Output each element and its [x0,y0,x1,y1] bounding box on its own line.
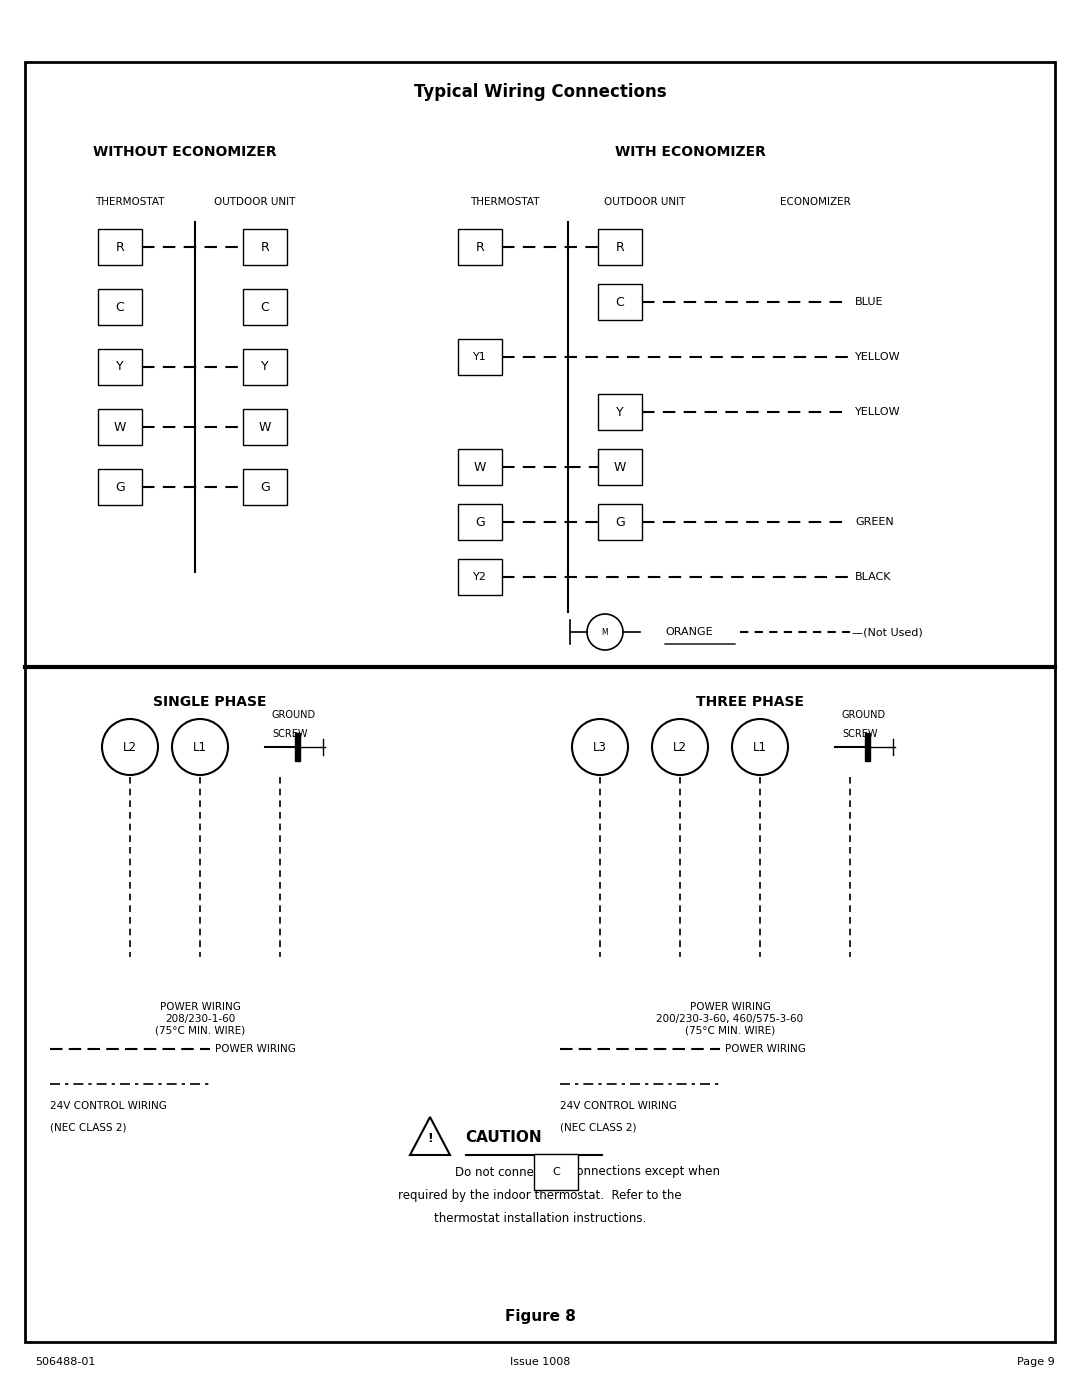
Text: 24V CONTROL WIRING: 24V CONTROL WIRING [50,1101,167,1111]
Text: ECONOMIZER: ECONOMIZER [780,197,850,207]
Text: CAUTION: CAUTION [465,1130,542,1144]
Text: G: G [475,515,485,528]
Text: WITH ECONOMIZER: WITH ECONOMIZER [615,145,766,159]
Text: Y1: Y1 [473,352,487,362]
Text: R: R [260,240,269,253]
Text: C: C [260,300,269,313]
FancyBboxPatch shape [98,229,141,265]
Text: required by the indoor thermostat.  Refer to the: required by the indoor thermostat. Refer… [399,1189,681,1201]
FancyBboxPatch shape [243,469,287,504]
FancyBboxPatch shape [598,448,642,485]
FancyBboxPatch shape [295,733,300,761]
Text: G: G [260,481,270,493]
Text: W: W [259,420,271,433]
FancyBboxPatch shape [25,61,1055,1343]
Text: —(Not Used): —(Not Used) [852,627,922,637]
Text: SCREW: SCREW [272,729,308,739]
FancyBboxPatch shape [598,229,642,265]
Text: Y: Y [117,360,124,373]
Text: Y: Y [617,405,624,419]
Text: M: M [602,627,608,637]
Text: POWER WIRING: POWER WIRING [215,1044,296,1053]
Text: THREE PHASE: THREE PHASE [696,694,804,710]
Text: L2: L2 [123,740,137,753]
FancyBboxPatch shape [458,448,502,485]
Text: GROUND: GROUND [842,710,886,719]
Text: THERMOSTAT: THERMOSTAT [95,197,165,207]
Text: POWER WIRING: POWER WIRING [725,1044,806,1053]
Text: 506488-01: 506488-01 [35,1356,95,1368]
Text: W: W [113,420,126,433]
Text: G: G [116,481,125,493]
FancyBboxPatch shape [98,349,141,386]
Text: ORANGE: ORANGE [665,627,713,637]
Text: W: W [613,461,626,474]
Text: connections except when: connections except when [570,1165,720,1179]
Text: L1: L1 [753,740,767,753]
Text: GROUND: GROUND [272,710,316,719]
Text: C: C [616,296,624,309]
Text: thermostat installation instructions.: thermostat installation instructions. [434,1213,646,1225]
Text: BLUE: BLUE [855,298,883,307]
Text: (NEC CLASS 2): (NEC CLASS 2) [50,1123,126,1133]
FancyBboxPatch shape [243,409,287,446]
Text: R: R [475,240,484,253]
Text: Figure 8: Figure 8 [504,1309,576,1324]
Text: OUTDOOR UNIT: OUTDOOR UNIT [605,197,686,207]
Text: YELLOW: YELLOW [855,352,901,362]
Text: SCREW: SCREW [842,729,877,739]
Text: L3: L3 [593,740,607,753]
Text: L1: L1 [193,740,207,753]
Text: 24V CONTROL WIRING: 24V CONTROL WIRING [561,1101,677,1111]
Text: YELLOW: YELLOW [855,407,901,416]
FancyBboxPatch shape [598,394,642,430]
Text: Y: Y [261,360,269,373]
FancyBboxPatch shape [458,229,502,265]
Text: GREEN: GREEN [855,517,894,527]
Text: OUTDOOR UNIT: OUTDOOR UNIT [214,197,296,207]
Text: !: ! [427,1133,433,1146]
Text: POWER WIRING
200/230-3-60, 460/575-3-60
(75°C MIN. WIRE): POWER WIRING 200/230-3-60, 460/575-3-60 … [657,1002,804,1035]
Text: W: W [474,461,486,474]
FancyBboxPatch shape [243,229,287,265]
Text: G: G [616,515,625,528]
Text: (NEC CLASS 2): (NEC CLASS 2) [561,1123,636,1133]
FancyBboxPatch shape [98,469,141,504]
Text: C: C [552,1166,559,1178]
FancyBboxPatch shape [598,284,642,320]
FancyBboxPatch shape [458,504,502,541]
Text: Issue 1008: Issue 1008 [510,1356,570,1368]
Text: C: C [116,300,124,313]
Text: L2: L2 [673,740,687,753]
Text: R: R [616,240,624,253]
Text: R: R [116,240,124,253]
FancyBboxPatch shape [458,339,502,374]
Text: Typical Wiring Connections: Typical Wiring Connections [414,82,666,101]
FancyBboxPatch shape [243,349,287,386]
Text: Do not connect: Do not connect [455,1165,545,1179]
FancyBboxPatch shape [534,1154,578,1190]
FancyBboxPatch shape [98,289,141,326]
Text: Page 9: Page 9 [1017,1356,1055,1368]
Text: WITHOUT ECONOMIZER: WITHOUT ECONOMIZER [93,145,276,159]
FancyBboxPatch shape [598,504,642,541]
Text: THERMOSTAT: THERMOSTAT [470,197,540,207]
FancyBboxPatch shape [458,559,502,595]
Text: BLACK: BLACK [855,571,891,583]
Text: SINGLE PHASE: SINGLE PHASE [153,694,267,710]
FancyBboxPatch shape [865,733,870,761]
FancyBboxPatch shape [98,409,141,446]
Text: POWER WIRING
208/230-1-60
(75°C MIN. WIRE): POWER WIRING 208/230-1-60 (75°C MIN. WIR… [154,1002,245,1035]
FancyBboxPatch shape [243,289,287,326]
Text: Y2: Y2 [473,571,487,583]
